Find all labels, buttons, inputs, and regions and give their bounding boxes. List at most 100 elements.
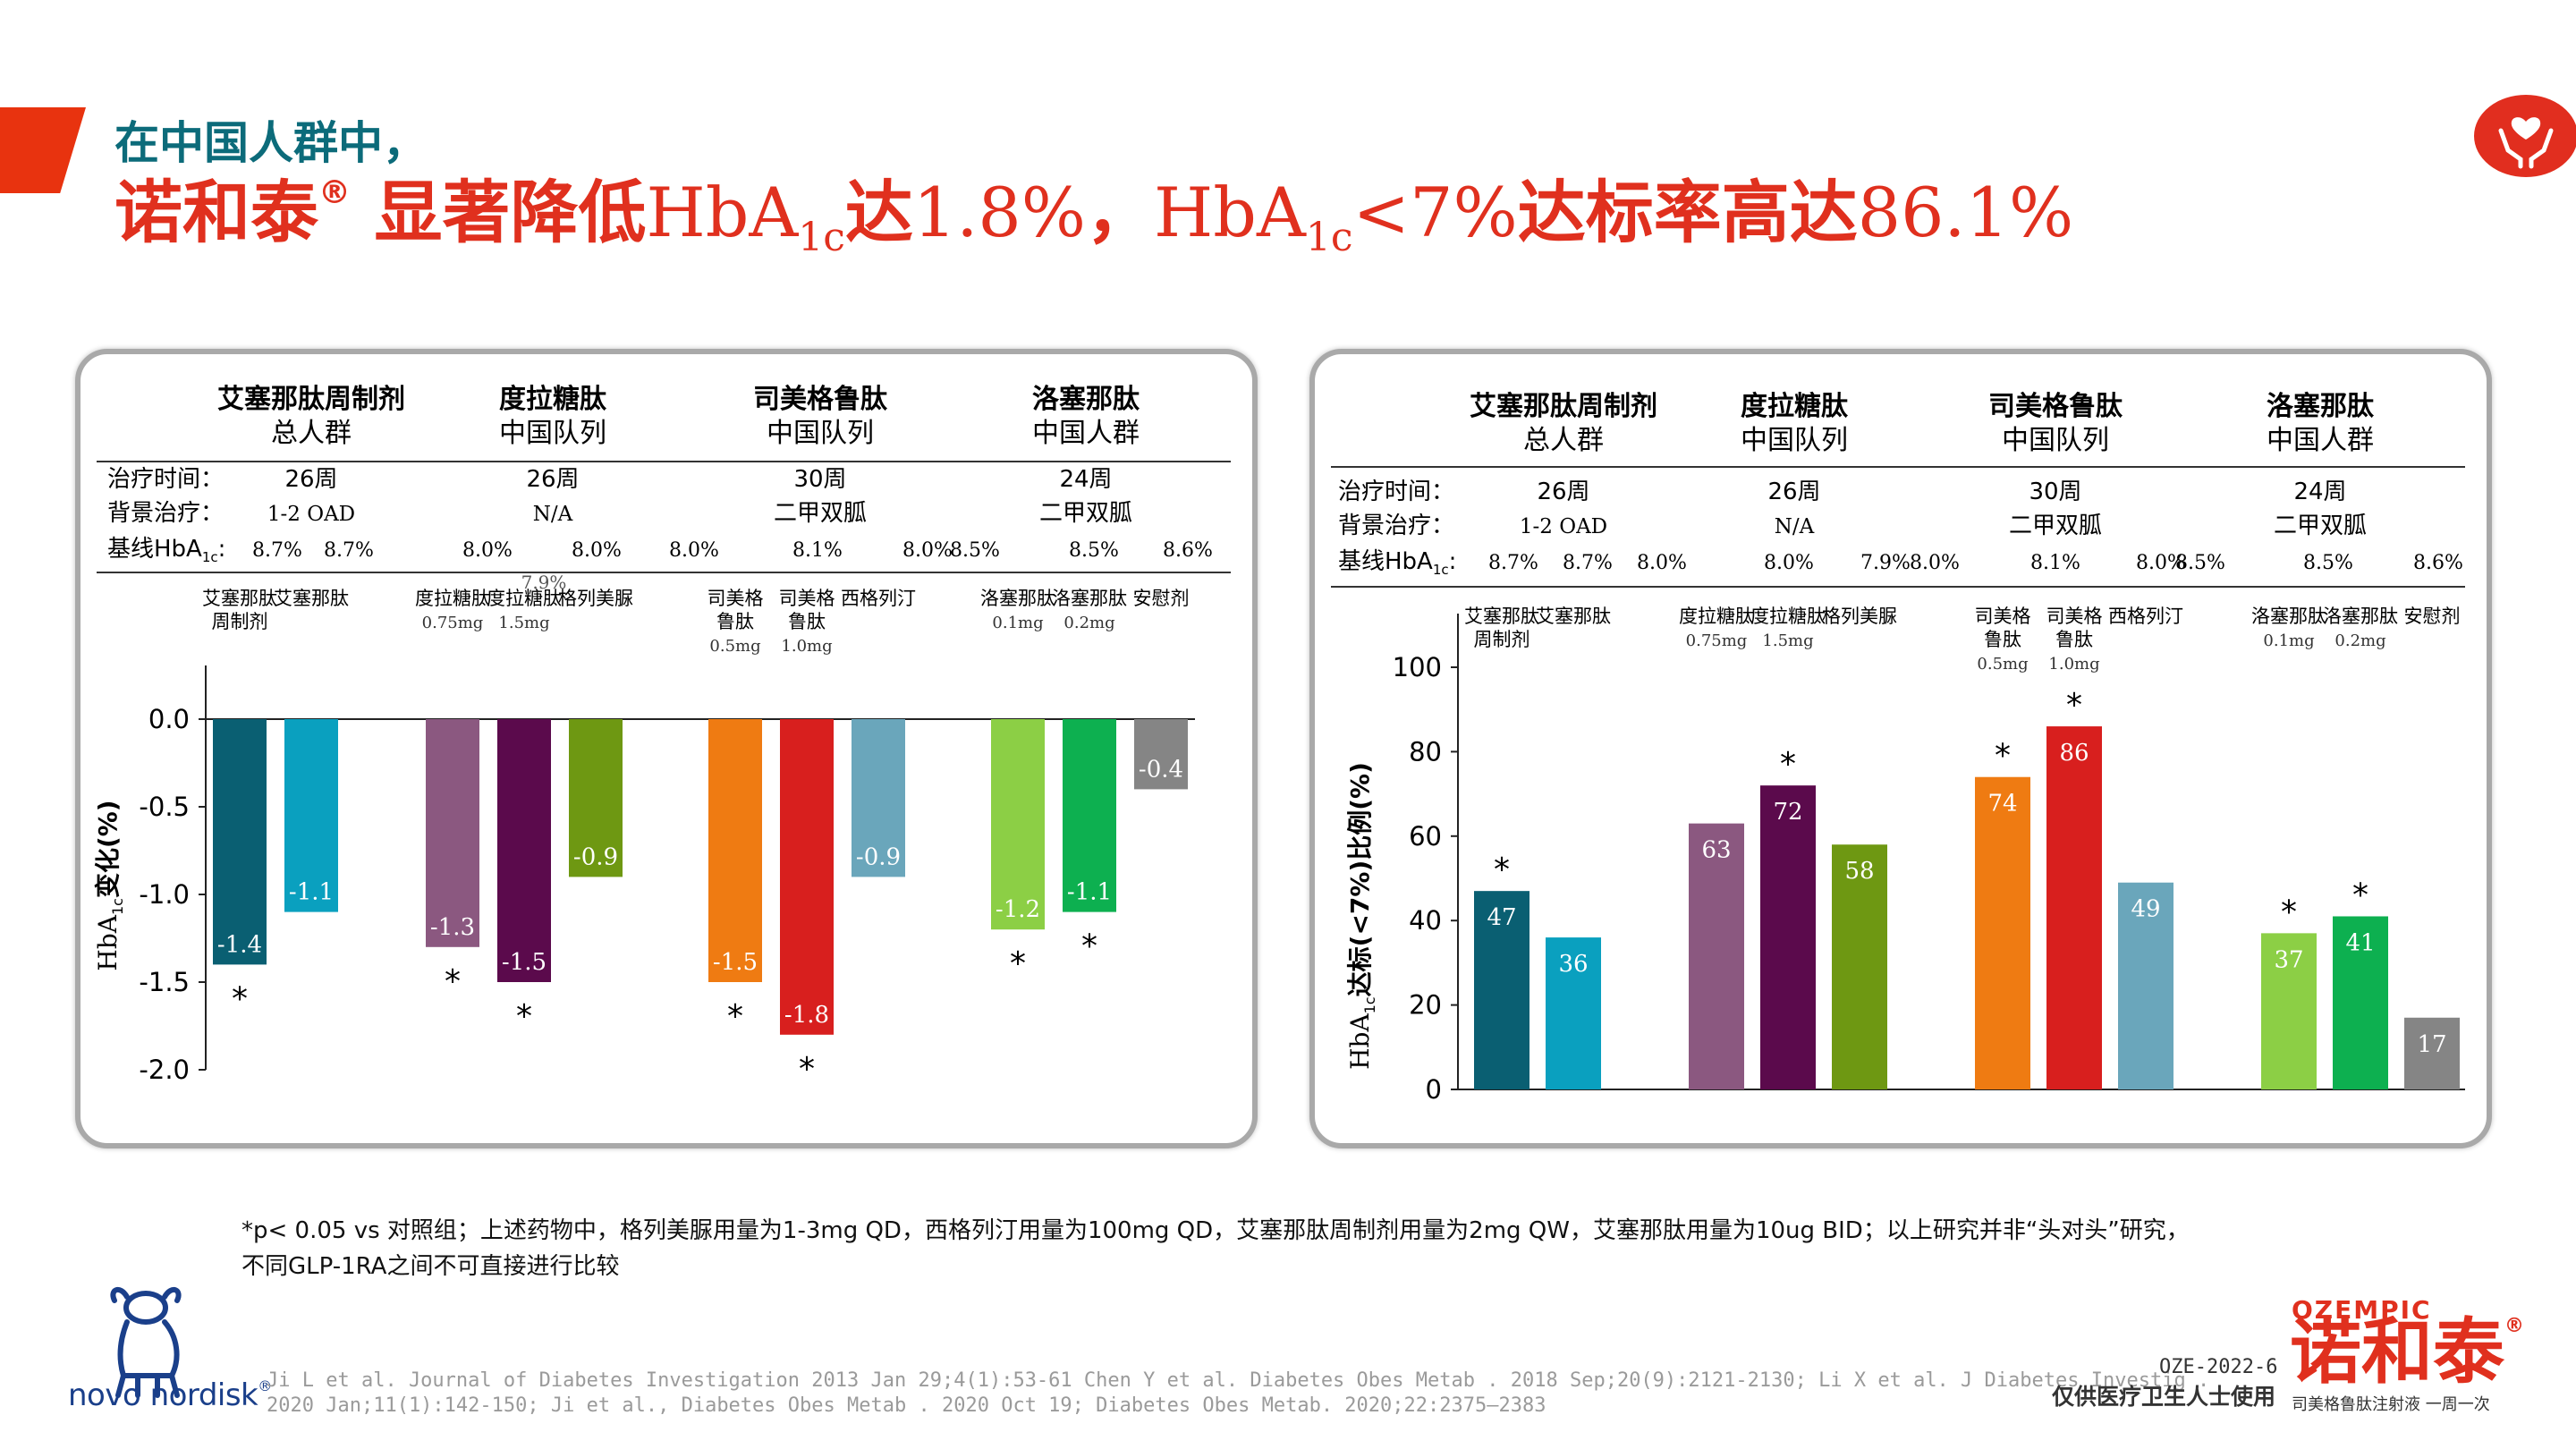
y-tick-label: 100 <box>1393 652 1442 682</box>
y-axis-label: HbA1c变化(%) <box>93 800 126 970</box>
category-label: 安慰剂 <box>2404 606 2461 627</box>
bar-data-label: -1.3 <box>430 914 475 941</box>
bar <box>1689 823 1744 1089</box>
category-label: 周制剂 <box>212 611 268 632</box>
baseline-value: 8.0% <box>1637 552 1687 574</box>
y-tick-label: 40 <box>1409 905 1442 936</box>
footnote-line-1: *p< 0.05 vs 对照组；上述药物中，格列美脲用量为1-3mg QD，西格… <box>242 1217 2190 1244</box>
bar-data-label: -1.5 <box>713 949 758 976</box>
y-tick-label: 0.0 <box>148 704 190 734</box>
baseline-value: 8.7% <box>1488 552 1538 574</box>
background-therapy-value: 1-2 OAD <box>267 503 355 526</box>
audience-note: 仅供医疗卫生人士使用 <box>2052 1384 2276 1410</box>
group-population: 中国队列 <box>767 418 874 449</box>
bar <box>284 719 338 912</box>
significance-marker: * <box>1780 746 1796 783</box>
bar <box>497 719 551 982</box>
category-label: 度拉糖肽 <box>1679 606 1754 627</box>
dose-label: 0.1mg <box>2263 631 2314 650</box>
headline-sub-2: 1c <box>1305 215 1353 261</box>
significance-marker: * <box>1081 928 1097 965</box>
baseline-value: 8.0% <box>2136 552 2186 574</box>
target-rate-panel: 艾塞那肽周制剂 总人群 26周 1-2 OAD 度拉糖肽 中国队列 26周 N/A 司美格鲁肽中… <box>1309 349 2492 1148</box>
dose-label: 0.1mg <box>992 614 1043 632</box>
baseline-value: 7.9% <box>1860 552 1911 574</box>
category-label: 格列美脲 <box>1822 606 1897 627</box>
y-tick-label: 80 <box>1409 736 1442 767</box>
baseline-value: 8.5% <box>2303 552 2353 574</box>
group-population: 中国人群 <box>1032 418 1140 449</box>
headline-part5: 达标率高达 <box>1517 173 1858 252</box>
bar-data-label: -1.8 <box>784 1002 829 1029</box>
treatment-time-value: 26周 <box>526 466 579 493</box>
significance-marker: * <box>1995 738 2011 775</box>
group-population: 总人群 <box>1523 425 1604 456</box>
baseline-value: 8.5% <box>2175 552 2225 574</box>
group-name: 度拉糖肽 <box>1741 391 1849 422</box>
significance-marker: * <box>516 998 532 1035</box>
bar <box>2333 916 2388 1089</box>
bar-data-label: 37 <box>2274 946 2303 973</box>
baseline-value: 8.7% <box>1563 552 1613 574</box>
baseline-value: 8.7% <box>324 539 374 562</box>
bar <box>426 719 479 947</box>
dose-label: 0.5mg <box>1977 655 2028 674</box>
treatment-time-value: 24周 <box>2293 479 2346 505</box>
y-tick-label: -1.5 <box>139 967 190 997</box>
group-name: 艾塞那肽周制剂 <box>217 384 405 415</box>
brand-reg: ® <box>2504 1315 2524 1337</box>
category-label: 鲁肽 <box>2055 629 2093 650</box>
y-tick-label: 20 <box>1409 990 1442 1021</box>
bar <box>2261 933 2317 1089</box>
group-population: 中国队列 <box>499 418 606 449</box>
brand-cn-name: 诺和泰 <box>2290 1310 2504 1394</box>
slide-headline: 诺和泰® 显著降低HbA1c达1.8%，HbA1c<7%达标率高达86.1% <box>114 175 2073 260</box>
bar <box>991 719 1045 930</box>
footnote-line-2: 不同GLP-1RA之间不可直接进行比较 <box>242 1253 620 1280</box>
dose-label: 1.5mg <box>498 614 549 632</box>
bar-data-label: 72 <box>1773 799 1802 826</box>
category-label: 艾塞那肽 <box>1536 606 1611 627</box>
group-name: 度拉糖肽 <box>499 384 607 415</box>
headline-part3: ， <box>1086 173 1155 252</box>
background-therapy-value: N/A <box>1775 515 1815 538</box>
baseline-value: 8.0% <box>462 539 513 562</box>
baseline-value: 8.6% <box>2413 552 2463 574</box>
novo-nordisk-bull-logo-icon <box>110 1286 182 1398</box>
significance-marker: * <box>2066 687 2082 724</box>
significance-marker: * <box>1010 945 1026 982</box>
bar-data-label: 74 <box>1987 791 2017 818</box>
brand-tagline: 司美格鲁肽注射液 一周一次 <box>2292 1395 2490 1414</box>
group-name: 洛塞那肽 <box>1032 384 1140 415</box>
category-label: 鲁肽 <box>716 611 754 632</box>
dose-label: 0.75mg <box>1686 631 1748 650</box>
bar <box>2046 726 2102 1089</box>
background-therapy-value: 二甲双胍 <box>2274 513 2367 539</box>
category-label: 周制剂 <box>1474 629 1530 650</box>
bar-data-label: 63 <box>1701 837 1731 864</box>
row-label-time: 治疗时间： <box>1338 479 1454 505</box>
dose-label: 0.2mg <box>2334 631 2385 650</box>
group-population: 中国队列 <box>2002 425 2109 456</box>
y-tick-label: -0.5 <box>139 792 190 822</box>
headline-part2: 达 <box>844 173 913 252</box>
row-label-time: 治疗时间： <box>107 466 224 493</box>
bar <box>213 719 267 965</box>
headline-brand: 诺和泰 <box>114 173 318 252</box>
bar <box>2118 882 2174 1089</box>
category-label: 度拉糖肽 <box>1750 606 1826 627</box>
headline-part1: 显著降低 <box>351 173 647 252</box>
category-label: 洛塞那肽 <box>2251 606 2326 627</box>
headline-sub-1: 1c <box>798 215 845 261</box>
category-label: 西格列汀 <box>2108 606 2183 627</box>
treatment-time-value: 26周 <box>1767 479 1820 505</box>
category-label: 西格列汀 <box>841 588 916 609</box>
background-therapy-value: 1-2 OAD <box>1520 515 1607 538</box>
category-label: 司美格 <box>708 588 764 609</box>
dose-label: 0.2mg <box>1063 614 1114 632</box>
background-therapy-value: N/A <box>533 503 573 526</box>
treatment-time-value: 24周 <box>1059 466 1112 493</box>
bar-data-label: 49 <box>2131 896 2160 923</box>
row-label-background: 背景治疗： <box>107 500 224 527</box>
category-label: 洛塞那肽 <box>1052 588 1127 609</box>
